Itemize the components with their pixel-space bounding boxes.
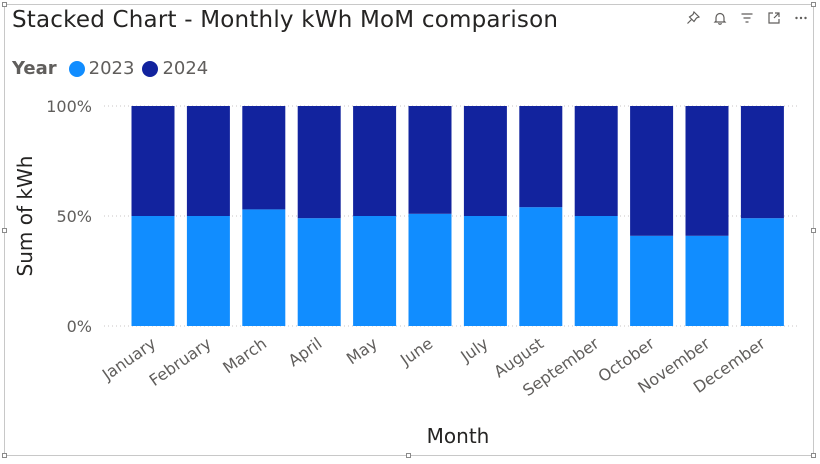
filter-icon[interactable] (740, 11, 754, 25)
legend-title: Year (12, 58, 57, 79)
bar-2023-april[interactable] (297, 218, 341, 326)
legend-label-2023: 2023 (88, 58, 135, 79)
bar-2023-january[interactable] (131, 216, 175, 326)
bar-2023-september[interactable] (574, 216, 618, 326)
x-axis-title: Month (427, 424, 490, 448)
resize-handle-top-right[interactable] (811, 2, 816, 7)
bar-2023-august[interactable] (519, 207, 563, 326)
visual-header-toolbar (686, 11, 808, 25)
x-tick-label: July (456, 334, 491, 367)
bar-2024-april[interactable] (297, 106, 341, 219)
legend-label-2024: 2024 (162, 58, 209, 79)
resize-handle-bottom-right[interactable] (811, 453, 816, 458)
x-tick-label: May (343, 334, 381, 369)
bar-2023-february[interactable] (186, 216, 230, 326)
legend-item-2023[interactable]: 2023 (68, 58, 135, 79)
y-tick-label: 0% (67, 317, 92, 336)
bar-2023-october[interactable] (630, 235, 674, 326)
resize-handle-right[interactable] (811, 228, 816, 233)
x-tick-label: April (285, 334, 326, 371)
x-tick-label: June (396, 334, 436, 370)
resize-handle-bottom[interactable] (406, 453, 411, 458)
y-tick-label: 100% (46, 97, 92, 116)
legend: Year 2023 2024 (12, 58, 216, 79)
resize-handle-left[interactable] (2, 228, 7, 233)
bell-icon[interactable] (713, 11, 727, 25)
x-tick-label: February (146, 334, 215, 390)
chart-title: Stacked Chart - Monthly kWh MoM comparis… (12, 7, 559, 33)
legend-marker-2024 (142, 60, 159, 77)
bar-2023-december[interactable] (740, 218, 784, 326)
bar-2024-february[interactable] (186, 106, 230, 216)
y-axis-title: Sum of kWh (13, 156, 37, 277)
more-options-icon[interactable] (794, 11, 808, 25)
bar-2023-july[interactable] (463, 216, 507, 326)
legend-item-2024[interactable]: 2024 (142, 58, 208, 79)
bar-2023-march[interactable] (242, 209, 286, 326)
bar-2024-december[interactable] (740, 106, 784, 219)
bar-2024-october[interactable] (630, 106, 674, 236)
bar-2024-august[interactable] (519, 106, 563, 208)
bar-2024-july[interactable] (463, 106, 507, 216)
bar-2023-may[interactable] (353, 216, 397, 326)
resize-handle-top-left[interactable] (2, 2, 7, 7)
bar-2024-june[interactable] (408, 106, 452, 214)
bar-2024-september[interactable] (574, 106, 618, 216)
resize-handle-bottom-left[interactable] (2, 453, 7, 458)
focus-mode-icon[interactable] (767, 11, 781, 25)
x-tick-label: March (219, 334, 270, 378)
bar-2023-june[interactable] (408, 213, 452, 326)
y-tick-label: 50% (56, 207, 92, 226)
bar-2024-march[interactable] (242, 106, 286, 210)
bar-2024-november[interactable] (685, 106, 729, 236)
pin-icon[interactable] (686, 11, 700, 25)
bar-2023-november[interactable] (685, 235, 729, 326)
bar-2024-may[interactable] (353, 106, 397, 216)
bar-2024-january[interactable] (131, 106, 175, 216)
legend-marker-2023 (68, 60, 85, 77)
